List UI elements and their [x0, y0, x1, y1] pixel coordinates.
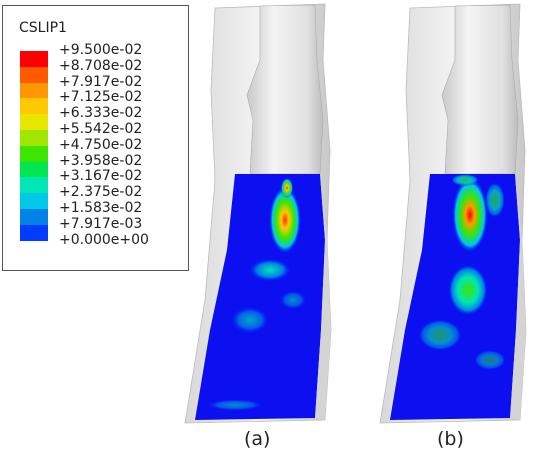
legend-label: +7.917e-03	[59, 215, 143, 232]
legend-label: +8.708e-02	[59, 57, 143, 74]
panel-label-b: (b)	[437, 428, 464, 450]
legend-label: +3.958e-02	[59, 152, 143, 169]
artery-model-b	[379, 3, 527, 424]
legend-swatch	[20, 129, 48, 146]
artery-model-a	[184, 3, 332, 424]
legend-swatch	[20, 208, 48, 225]
legend-label: +4.750e-02	[59, 136, 143, 153]
legend-swatch	[20, 51, 48, 67]
legend-label: +0.000e+00	[59, 231, 149, 248]
legend-labels: +9.500e-02 +8.708e-02 +7.917e-02 +7.125e…	[59, 42, 149, 248]
legend-label: +1.583e-02	[59, 199, 143, 216]
legend-label: +3.167e-02	[59, 168, 143, 185]
contour-legend: CSLIP1 +9.500e-02 +8.708e-02 +7.917e-02 …	[2, 5, 189, 271]
legend-title: CSLIP1	[19, 20, 67, 36]
legend-color-bar	[20, 51, 48, 241]
legend-swatch	[20, 66, 48, 83]
legend-swatch	[20, 193, 48, 209]
legend-swatch	[20, 82, 48, 99]
legend-label: +6.333e-02	[59, 105, 143, 122]
legend-label: +9.500e-02	[59, 42, 143, 58]
legend-swatch	[20, 177, 48, 194]
legend-label: +7.917e-02	[59, 73, 143, 90]
legend-swatch	[20, 114, 48, 130]
legend-label: +5.542e-02	[59, 120, 143, 137]
legend-swatch	[20, 224, 48, 241]
legend-label: +7.125e-02	[59, 89, 143, 106]
legend-label: +2.375e-02	[59, 184, 143, 201]
panel-label-a: (a)	[244, 428, 271, 450]
legend-swatch	[20, 98, 48, 115]
legend-swatch	[20, 145, 48, 162]
legend-swatch	[20, 161, 48, 178]
